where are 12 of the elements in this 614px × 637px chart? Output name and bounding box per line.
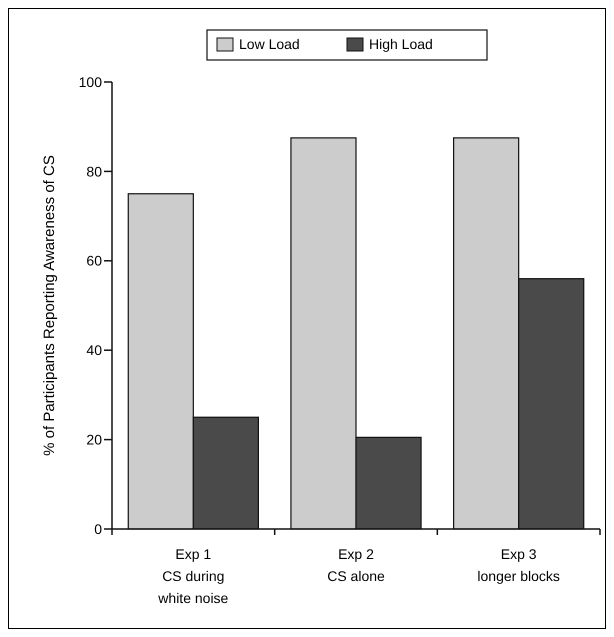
y-tick-label: 40 — [86, 342, 102, 358]
y-tick-label: 0 — [94, 520, 102, 537]
y-tick-label: 100 — [78, 74, 102, 90]
legend-label: High Load — [369, 36, 433, 52]
y-tick-label: 80 — [86, 163, 102, 180]
y-tick-label: 60 — [86, 252, 102, 269]
y-tick-label: 20 — [86, 432, 102, 448]
legend-label: Low Load — [239, 36, 300, 52]
y-axis-title: % of Participants Reporting Awareness of CS — [41, 155, 58, 456]
x-tick-label: Exp 2 CS alone — [327, 546, 386, 584]
x-tick-label: Exp 1 CS during white noise — [157, 546, 229, 606]
x-tick-label: Exp 3 longer blocks — [477, 546, 560, 584]
